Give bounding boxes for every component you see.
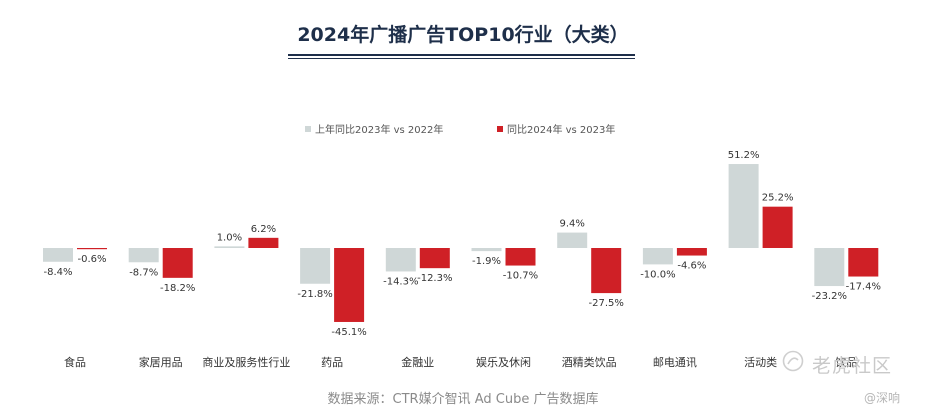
category-label: 药品 [321, 356, 343, 369]
data-label: -8.7% [129, 267, 158, 278]
bar [43, 248, 73, 262]
data-label: 1.0% [217, 232, 242, 243]
data-label: -1.9% [472, 256, 501, 267]
data-label: -10.7% [503, 271, 538, 282]
bar [419, 248, 450, 269]
title-underline [288, 54, 635, 56]
category-label: 酒精类饮品 [562, 355, 617, 369]
category-label: 活动类 [744, 355, 777, 369]
data-label: -17.4% [846, 282, 881, 293]
data-label: -23.2% [812, 291, 847, 302]
data-label: -10.0% [640, 269, 675, 280]
data-label: 9.4% [559, 219, 584, 230]
bar [385, 248, 416, 272]
data-label: -12.3% [417, 273, 452, 284]
category-label: 食品 [64, 355, 86, 369]
category-label: 金融业 [401, 355, 434, 369]
tiger-logo-icon [782, 350, 804, 372]
bar [676, 248, 707, 256]
data-label: -27.5% [589, 298, 624, 309]
legend-label: 上年同比2023年 vs 2022年 [315, 123, 443, 136]
bar [128, 248, 159, 263]
bar [248, 237, 279, 248]
bar [77, 248, 107, 250]
watermark-handle: @深响 [864, 391, 901, 405]
title-underline-thin [288, 58, 635, 59]
bar [471, 248, 502, 252]
data-label: -45.1% [331, 327, 366, 338]
data-label: 25.2% [762, 193, 794, 204]
watermark-text: 老虎社区 [812, 355, 893, 377]
bar [162, 248, 193, 278]
data-source: 数据来源：CTR媒介智讯 Ad Cube 广告数据库 [327, 392, 599, 407]
data-label: -8.4% [43, 267, 72, 278]
bar [848, 248, 879, 277]
data-label: -21.8% [297, 289, 332, 300]
bar [334, 248, 365, 322]
data-label: 51.2% [728, 150, 760, 161]
category-label: 娱乐及休闲 [476, 355, 531, 369]
bar [814, 248, 845, 287]
data-label: -18.2% [160, 283, 195, 294]
bar [762, 206, 793, 248]
bar [300, 248, 331, 284]
data-label: -14.3% [383, 276, 418, 287]
bar [642, 248, 673, 265]
data-label: -4.6% [677, 261, 706, 272]
data-label: -0.6% [77, 254, 106, 265]
legend-label: 同比2024年 vs 2023年 [507, 123, 615, 136]
legend-swatch [497, 126, 503, 132]
category-label: 商业及服务性行业 [202, 355, 290, 369]
bar [505, 248, 536, 266]
data-label: 6.2% [251, 224, 276, 235]
legend-swatch [305, 126, 311, 132]
bar [728, 164, 759, 248]
category-label: 饮品 [835, 356, 857, 369]
chart-title: 2024年广播广告TOP10行业（大类） [297, 24, 629, 46]
bar [591, 248, 622, 294]
category-label: 邮电通讯 [653, 356, 697, 369]
bar [214, 246, 245, 248]
category-label: 家居用品 [139, 355, 183, 369]
bar [557, 232, 588, 248]
